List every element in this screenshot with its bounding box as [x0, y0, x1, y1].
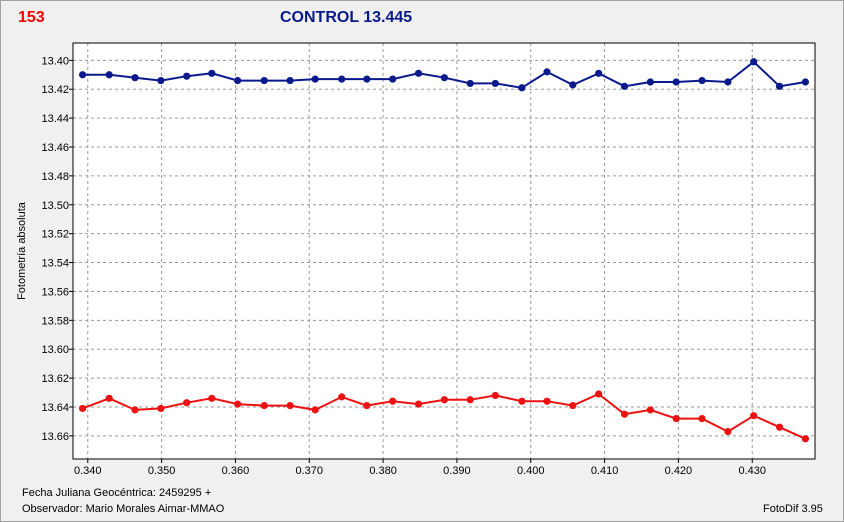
series-1-point [672, 78, 680, 86]
series-2-point [389, 397, 397, 405]
julian-date-label: Fecha Juliana Geocéntrica: 2459295 + [22, 487, 212, 499]
plot-border [72, 42, 816, 460]
series-1-point [543, 68, 551, 76]
series-2-point [672, 414, 680, 423]
series-2-point [440, 396, 448, 404]
series-1-point [208, 69, 216, 77]
x-tick-label: 0.380 [369, 465, 397, 477]
y-tick-label: 13.48 [41, 171, 69, 183]
series-2-point [775, 423, 784, 431]
series-2-point [338, 393, 346, 401]
series-1-point [491, 79, 499, 88]
series-1-point [646, 78, 654, 86]
series-1-point [595, 69, 603, 77]
y-tick-label: 13.40 [41, 55, 69, 67]
y-tick-label: 13.42 [41, 84, 69, 96]
chart-title: CONTROL 13.445 [280, 9, 413, 26]
series-1-point [105, 71, 113, 79]
series-1-point [389, 75, 397, 83]
series-2-point [131, 406, 139, 414]
series-1-point [131, 74, 139, 82]
series-2-point [543, 397, 551, 405]
y-tick-label: 13.46 [41, 142, 69, 154]
series-1-point [234, 76, 242, 85]
x-tick-label: 0.410 [591, 465, 619, 477]
y-tick-label: 13.50 [41, 200, 69, 212]
y-axis-ticks: 13.40 13.42 13.44 13.46 13.48 13.50 13.52 13.54… [41, 55, 73, 443]
y-tick-label: 13.66 [41, 431, 69, 443]
grid [73, 43, 815, 459]
series-1-point [260, 76, 268, 85]
series-1-point [750, 58, 758, 66]
x-axis-ticks: 0.340 0.350 0.360 0.370 0.380 0.390 0.400 0.410… [74, 459, 766, 477]
series-1-point [775, 82, 784, 90]
version-label: FotoDif 3.95 [763, 503, 823, 515]
series-2-point [518, 397, 526, 405]
series-1-point [620, 82, 629, 90]
series-2-point [286, 401, 294, 410]
series-2-point [234, 400, 242, 408]
series-2-point [801, 435, 810, 443]
series-1-point [440, 74, 448, 82]
y-tick-label: 13.54 [41, 258, 69, 270]
series-1-point [363, 75, 371, 83]
y-axis-label: Fotometría absoluta [16, 201, 28, 300]
series-2-point [620, 410, 629, 418]
series-number-label: 153 [18, 9, 45, 26]
y-tick-label: 13.64 [41, 402, 69, 414]
y-tick-label: 13.56 [41, 286, 69, 298]
series-1-point [518, 84, 526, 92]
series-2-point [105, 394, 113, 402]
series-2-point [646, 406, 654, 414]
series-1-point [286, 76, 294, 85]
series-2-point [311, 406, 319, 414]
series-1-point [414, 69, 423, 77]
series-2-point [698, 414, 706, 423]
series-1-point [311, 75, 319, 83]
observer-label: Observador: Mario Morales Aimar-MMAO [22, 503, 225, 515]
x-tick-label: 0.400 [517, 465, 545, 477]
series-1-point [698, 76, 706, 85]
x-tick-label: 0.360 [222, 465, 250, 477]
series-2-point [260, 401, 268, 410]
x-tick-label: 0.340 [74, 465, 102, 477]
series-2-point [466, 396, 474, 404]
series-1-point [183, 72, 191, 80]
y-tick-label: 13.58 [41, 315, 69, 327]
y-tick-label: 13.62 [41, 373, 69, 385]
x-tick-label: 0.430 [738, 465, 766, 477]
series-2-point [750, 412, 758, 420]
series-1-point [338, 75, 346, 83]
series-2-point [569, 401, 577, 410]
series-2-point [491, 391, 499, 400]
series-2-point [724, 427, 732, 436]
series-2-point [78, 404, 87, 413]
series-2-point [363, 401, 371, 410]
plot-background [73, 43, 815, 459]
x-tick-label: 0.390 [443, 465, 471, 477]
series-1-point [724, 78, 732, 86]
y-tick-label: 13.44 [41, 113, 69, 125]
series-1-point [157, 76, 165, 85]
x-tick-label: 0.420 [665, 465, 693, 477]
series-2-point [595, 390, 603, 398]
series-1-point [78, 71, 87, 79]
series-1-point [801, 78, 810, 86]
x-tick-label: 0.370 [295, 465, 323, 477]
series-2-point [414, 400, 423, 408]
series-1-point [466, 79, 474, 88]
y-tick-label: 13.60 [41, 344, 69, 356]
x-tick-label: 0.350 [148, 465, 176, 477]
series-2-point [183, 399, 191, 407]
series-1-point [569, 81, 577, 89]
series-2-point [208, 394, 216, 402]
series-group [78, 58, 810, 443]
series-2-point [157, 404, 165, 413]
y-tick-label: 13.52 [41, 229, 69, 241]
